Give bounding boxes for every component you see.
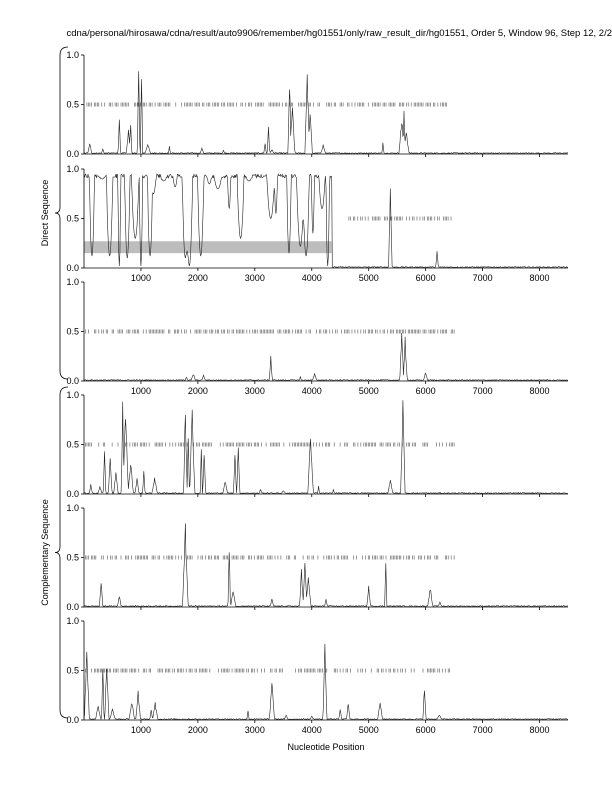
series-line — [83, 400, 569, 495]
y-tick-label: 0.5 — [66, 214, 79, 224]
panel-5: 0.0 0.5 1.0 — [66, 503, 569, 612]
x-tick-label: 6000 — [416, 386, 436, 396]
y-tick-label: 1.0 — [66, 164, 79, 174]
group-2: Complementary Sequence — [40, 386, 69, 719]
series-line — [83, 643, 569, 721]
y-tick-label: 0.5 — [66, 327, 79, 337]
y-tick-label: 0.0 — [66, 149, 79, 159]
x-tick-label: 4000 — [302, 725, 322, 735]
group-bracket — [54, 386, 69, 719]
x-axis-label: Nucleotide Position — [287, 742, 364, 752]
x-tick-label: 4000 — [302, 386, 322, 396]
x-tick-label: 5000 — [359, 273, 379, 283]
y-tick-label: 0.0 — [66, 715, 79, 725]
panel-stack: 0.0 0.5 1.0 0.0 0.5 1.0 1000 2000 3000 4000 5000 60… — [66, 50, 569, 735]
x-tick-label: 8000 — [530, 273, 550, 283]
series-line — [83, 333, 569, 382]
y-tick-label: 0.5 — [66, 666, 79, 676]
x-tick-label: 3000 — [245, 273, 265, 283]
x-tick-label: 6000 — [416, 725, 436, 735]
y-tick-label: 0.0 — [66, 489, 79, 499]
x-tick-label: 3000 — [245, 386, 265, 396]
group-label: Complementary Sequence — [40, 499, 50, 606]
y-tick-label: 1.0 — [66, 616, 79, 626]
panel-4: 0.0 0.5 1.0 — [66, 390, 569, 499]
x-tick-label: 2000 — [188, 386, 208, 396]
x-tick-label: 1000 — [131, 386, 151, 396]
page-title: cdna/personal/hirosawa/cdna/result/auto9… — [66, 28, 612, 39]
y-tick-label: 1.0 — [66, 277, 79, 287]
y-tick-label: 1.0 — [66, 503, 79, 513]
x-tick-label: 5000 — [359, 725, 379, 735]
y-tick-label: 0.5 — [66, 440, 79, 450]
x-tick-label: 1000 — [131, 725, 151, 735]
y-tick-label: 1.0 — [66, 390, 79, 400]
y-tick-label: 0.0 — [66, 602, 79, 612]
series-line — [83, 71, 569, 155]
x-tick-label: 8000 — [530, 725, 550, 735]
panel-2: 0.0 0.5 1.0 1000 2000 3000 4000 5000 6000 7000 800… — [66, 164, 569, 283]
x-tick-label: 2000 — [188, 273, 208, 283]
series-line — [83, 523, 569, 608]
group-label: Direct Sequence — [40, 180, 50, 247]
y-tick-label: 1.0 — [66, 50, 79, 60]
x-tick-label: 1000 — [131, 273, 151, 283]
group-bracket — [54, 46, 69, 380]
x-tick-label: 7000 — [473, 273, 493, 283]
y-tick-label: 0.5 — [66, 553, 79, 563]
shaded-region — [84, 241, 332, 254]
x-tick-label: 5000 — [359, 386, 379, 396]
y-tick-label: 0.0 — [66, 376, 79, 386]
x-tick-label: 7000 — [473, 386, 493, 396]
x-tick-label: 7000 — [473, 725, 493, 735]
x-tick-label: 2000 — [188, 725, 208, 735]
panel-6: 0.0 0.5 1.0 1000 2000 3000 4000 5000 6000 7000 800… — [66, 616, 569, 735]
x-tick-label: 4000 — [302, 273, 322, 283]
panel-1: 0.0 0.5 1.0 — [66, 50, 569, 159]
series-line — [83, 173, 569, 269]
panel-3: 0.0 0.5 1.0 1000 2000 3000 4000 5000 6000 7000 800… — [66, 277, 569, 396]
x-tick-label: 3000 — [245, 725, 265, 735]
x-tick-label: 6000 — [416, 273, 436, 283]
y-tick-label: 0.0 — [66, 263, 79, 273]
group-1: Direct Sequence — [40, 46, 69, 380]
group-brackets: Direct Sequence Complementary Sequence — [40, 46, 69, 719]
x-tick-label: 8000 — [530, 386, 550, 396]
y-tick-label: 0.5 — [66, 100, 79, 110]
